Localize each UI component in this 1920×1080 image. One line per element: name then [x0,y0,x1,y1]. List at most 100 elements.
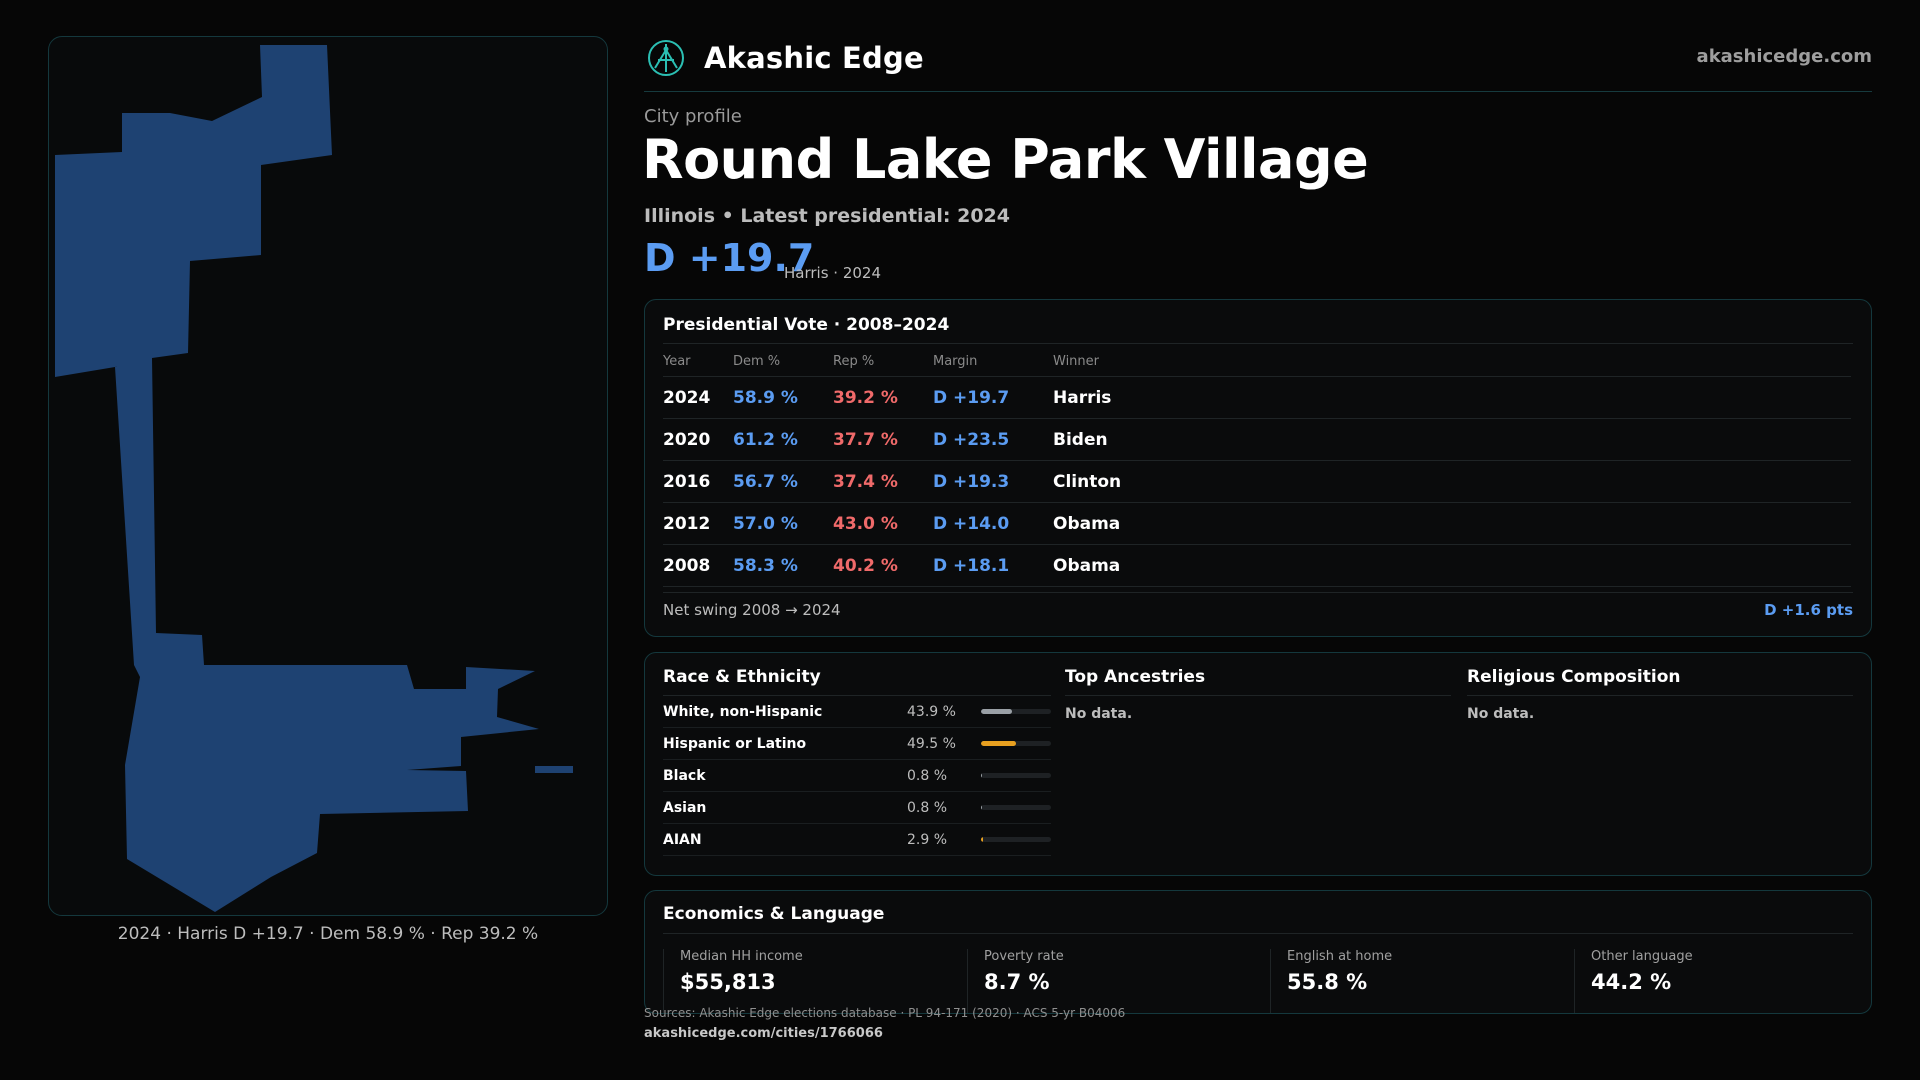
list-item: Asian 0.8 % [663,792,1051,824]
compass-emblem-icon [648,40,684,76]
race-label: Asian [663,799,707,816]
section-title: Race & Ethnicity [663,667,821,687]
cell-year: 2008 [663,544,733,587]
cell-winner: Biden [1053,418,1851,461]
race-bar [981,837,1051,842]
race-label: Black [663,767,706,784]
cell-winner: Clinton [1053,460,1851,503]
cell-winner: Obama [1053,544,1851,587]
race-bar [981,773,1051,778]
net-swing-label: Net swing 2008 → 2024 [663,601,841,619]
cell-rep: 43.0 % [833,502,933,545]
column-header-year: Year [663,346,733,377]
card-title: Economics & Language [663,904,885,924]
stat-value: 8.7 % [984,970,1050,994]
stat-value: 44.2 % [1591,970,1672,994]
cell-year: 2024 [663,376,733,419]
cell-year: 2016 [663,460,733,503]
permalink[interactable]: akashicedge.com/cities/1766066 [644,1026,883,1041]
race-label: AIAN [663,831,702,848]
ancestries-section: Top Ancestries No data. [1065,667,1451,722]
divider [663,592,1853,593]
economics-card: Economics & Language Median HH income $5… [644,890,1872,1014]
headline-margin-note: Harris · 2024 [784,264,882,282]
race-bar [981,805,1051,810]
stat-label: Poverty rate [984,949,1064,964]
cell-winner: Obama [1053,502,1851,545]
race-percent: 2.9 % [907,831,948,848]
boundary-polygon [55,45,539,912]
section-title: Religious Composition [1467,667,1681,687]
cell-dem: 61.2 % [733,418,833,461]
demographics-card: Race & Ethnicity White, non-Hispanic 43.… [644,652,1872,876]
page-subtitle: Illinois • Latest presidential: 2024 [644,205,1011,227]
race-percent: 43.9 % [907,703,956,720]
cell-margin: D +19.3 [933,460,1053,503]
table-row: 2008 58.3 % 40.2 % D +18.1 Obama [663,544,1851,587]
cell-rep: 37.7 % [833,418,933,461]
race-bar [981,741,1051,746]
divider [663,343,1853,344]
cell-year: 2012 [663,502,733,545]
column-header-rep: Rep % [833,346,933,377]
list-item: White, non-Hispanic 43.9 % [663,696,1051,728]
cell-dem: 56.7 % [733,460,833,503]
race-bar-fill [981,773,983,778]
race-label: Hispanic or Latino [663,735,807,752]
map-caption: 2024 · Harris D +19.7 · Dem 58.9 % · Rep… [117,924,539,944]
table-row: 2024 58.9 % 39.2 % D +19.7 Harris [663,376,1851,419]
divider [1467,695,1853,696]
city-boundary-map [48,36,608,916]
stat-english-at-home: English at home 55.8 % [1270,949,1557,1013]
divider [663,695,1051,696]
section-title: Top Ancestries [1065,667,1206,687]
column-header-winner: Winner [1053,346,1851,377]
stat-value: 55.8 % [1287,970,1368,994]
column-header-dem: Dem % [733,346,833,377]
race-ethnicity-section: Race & Ethnicity White, non-Hispanic 43.… [663,667,1051,856]
vote-table: Year Dem % Rep % Margin Winner 2024 58.9… [663,346,1851,587]
stat-median-income: Median HH income $55,813 [663,949,950,1013]
headline-margin: D +19.7 [644,236,815,280]
race-percent: 0.8 % [907,767,948,784]
race-bar [981,709,1051,714]
net-swing-value: D +1.6 pts [1764,601,1853,619]
religion-section: Religious Composition No data. [1467,667,1853,722]
empty-state: No data. [1065,706,1133,722]
stat-value: $55,813 [680,970,776,994]
stat-other-language: Other language 44.2 % [1574,949,1861,1013]
divider [663,933,1853,934]
brand-name: Akashic Edge [704,41,924,75]
divider [1065,695,1451,696]
brand[interactable]: Akashic Edge [646,38,924,78]
race-bar-fill [981,709,1012,714]
cell-rep: 40.2 % [833,544,933,587]
page-eyebrow: City profile [644,106,742,127]
cell-margin: D +18.1 [933,544,1053,587]
table-row: 2012 57.0 % 43.0 % D +14.0 Obama [663,502,1851,545]
presidential-vote-card: Presidential Vote · 2008–2024 Year Dem %… [644,299,1872,637]
cell-winner: Harris [1053,376,1851,419]
column-header-margin: Margin [933,346,1053,377]
cell-dem: 58.9 % [733,376,833,419]
race-bar-fill [981,741,1016,746]
race-percent: 0.8 % [907,799,948,816]
stat-label: Other language [1591,949,1693,964]
list-item: Black 0.8 % [663,760,1051,792]
stat-label: English at home [1287,949,1393,964]
empty-state: No data. [1467,706,1535,722]
race-label: White, non-Hispanic [663,703,823,720]
card-title: Presidential Vote · 2008–2024 [663,315,950,335]
cell-margin: D +23.5 [933,418,1053,461]
race-bar-fill [981,837,984,842]
page-title: Round Lake Park Village [642,128,1369,191]
cell-year: 2020 [663,418,733,461]
site-url-link[interactable]: akashicedge.com [1696,46,1872,67]
cell-dem: 58.3 % [733,544,833,587]
cell-rep: 37.4 % [833,460,933,503]
stat-poverty-rate: Poverty rate 8.7 % [967,949,1254,1013]
race-bar-fill [981,805,983,810]
sources-note: Sources: Akashic Edge elections database… [644,1006,1126,1020]
header-divider [644,91,1872,92]
cell-margin: D +19.7 [933,376,1053,419]
